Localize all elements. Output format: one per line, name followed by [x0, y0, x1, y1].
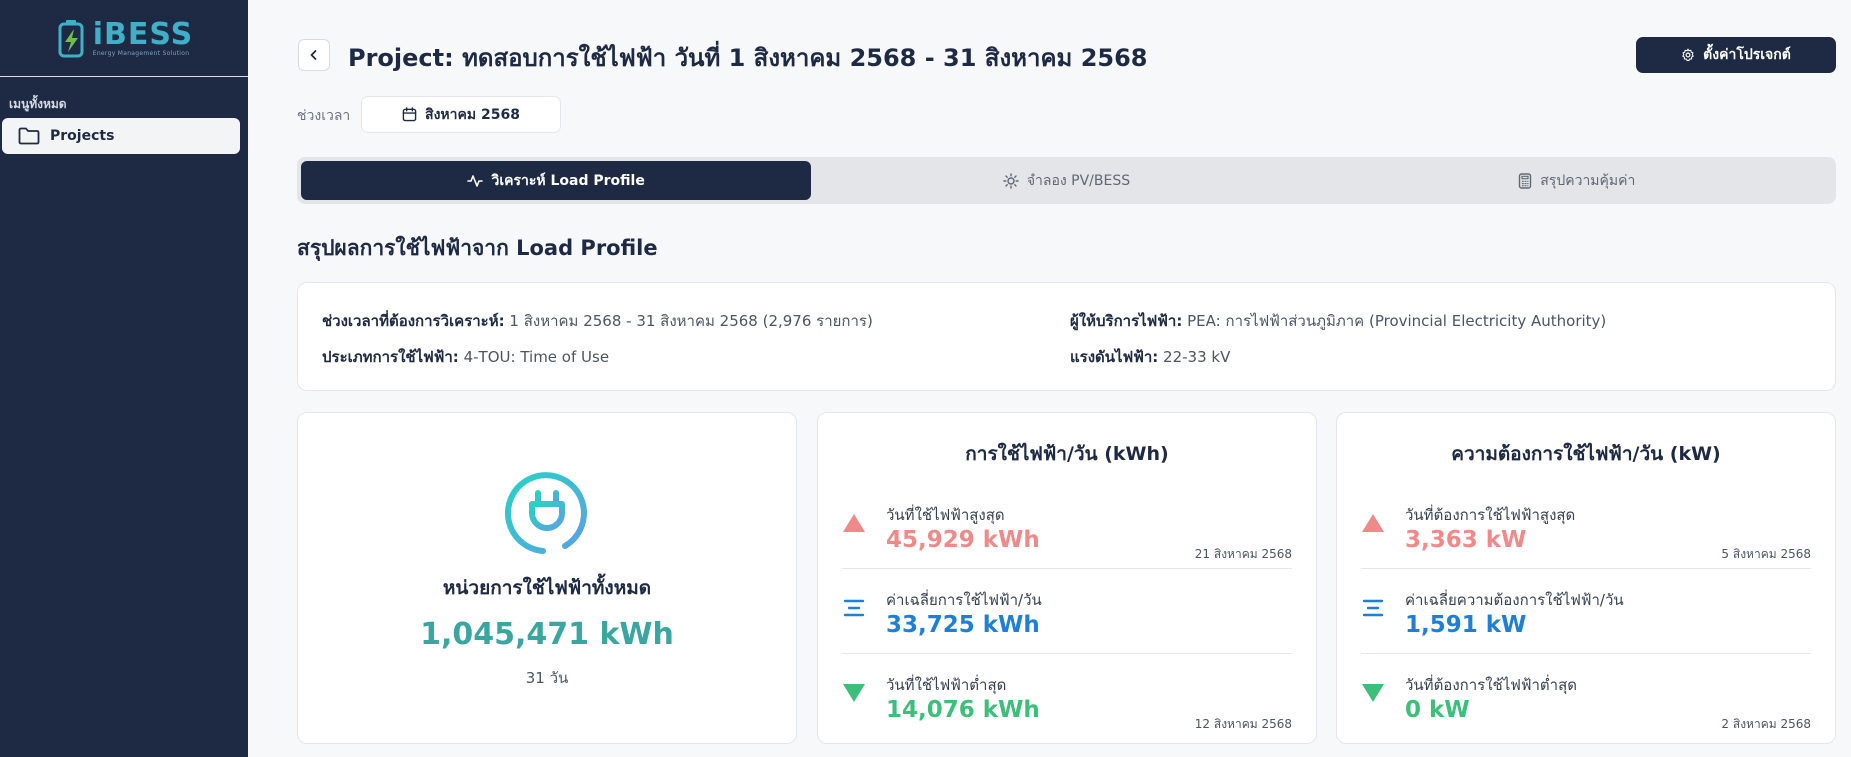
demand-avg-label: ค่าเฉลี่ยความต้องการใช้ไฟฟ้า/วัน [1405, 591, 1624, 609]
energy-min-label: วันที่ใช้ไฟฟ้าต่ำสุด [886, 676, 1007, 694]
logo-area: iBESS Energy Management Solution [0, 0, 248, 77]
energy-min-date: 12 สิงหาคม 2568 [1194, 717, 1292, 731]
tab-load-profile[interactable]: วิเคราะห์ Load Profile [301, 161, 812, 200]
demand-max-date: 5 สิงหาคม 2568 [1721, 547, 1811, 561]
tab-label: สรุปความคุ้มค่า [1540, 172, 1636, 189]
usage-type-key: ประเภทการใช้ไฟฟ้า: [322, 348, 459, 366]
energy-max-metric: วันที่ใช้ไฟฟ้าสูงสุด 45,929 kWh 21 สิงหา… [842, 485, 1292, 569]
daily-energy-card: การใช้ไฟฟ้า/วัน (kWh) วันที่ใช้ไฟฟ้าสูงส… [817, 412, 1317, 744]
align-center-icon [843, 599, 865, 617]
project-settings-label: ตั้งค่าโปรเจกต์ [1703, 47, 1791, 63]
demand-min-date: 2 สิงหาคม 2568 [1721, 717, 1811, 731]
total-energy-value: 1,045,471 kWh [420, 617, 674, 652]
activity-icon [467, 174, 484, 187]
analysis-period-value: 1 สิงหาคม 2568 - 31 สิงหาคม 2568 (2,976 … [509, 312, 873, 330]
energy-max-label: วันที่ใช้ไฟฟ้าสูงสุด [886, 506, 1005, 524]
daily-demand-title: ความต้องการใช้ไฟฟ้า/วัน (kW) [1451, 443, 1721, 465]
demand-avg-metric: ค่าเฉลี่ยความต้องการใช้ไฟฟ้า/วัน 1,591 k… [1361, 570, 1811, 654]
energy-avg-metric: ค่าเฉลี่ยการใช้ไฟฟ้า/วัน 33,725 kWh [842, 570, 1292, 654]
main-content: Project: ทดสอบการใช้ไฟฟ้า วันที่ 1 สิงหา… [248, 0, 1851, 757]
logo-text: iBESS [92, 16, 194, 52]
energy-min-value: 14,076 kWh [886, 697, 1040, 723]
logo-subtitle: Energy Management Solution [92, 49, 190, 57]
period-value: สิงหาคม 2568 [425, 106, 520, 123]
energy-max-value: 45,929 kWh [886, 527, 1040, 553]
energy-avg-label: ค่าเฉลี่ยการใช้ไฟฟ้า/วัน [886, 591, 1042, 609]
tab-label: จำลอง PV/BESS [1026, 172, 1131, 189]
battery-bolt-icon [58, 20, 84, 58]
provider-row: ผู้ให้บริการไฟฟ้า: PEA: การไฟฟ้าส่วนภูมิ… [1070, 309, 1606, 333]
energy-min-metric: วันที่ใช้ไฟฟ้าต่ำสุด 14,076 kWh 12 สิงหา… [842, 655, 1292, 739]
triangle-up-icon [843, 514, 865, 532]
align-center-icon [1362, 599, 1384, 617]
chevron-left-icon [310, 50, 317, 60]
sun-icon [1003, 172, 1019, 189]
tab-label: วิเคราะห์ Load Profile [491, 172, 645, 189]
demand-min-label: วันที่ต้องการใช้ไฟฟ้าต่ำสุด [1405, 676, 1577, 694]
triangle-up-icon [1362, 514, 1384, 532]
tab-bar: วิเคราะห์ Load Profile จำลอง PV/BESS สรุ… [297, 157, 1836, 204]
tab-value-summary[interactable]: สรุปความคุ้มค่า [1322, 161, 1832, 200]
calculator-icon [1519, 172, 1532, 189]
demand-avg-value: 1,591 kW [1405, 612, 1527, 638]
sidebar-item-label: Projects [50, 128, 115, 144]
plug-icon [505, 472, 587, 554]
analysis-info-card: ช่วงเวลาที่ต้องการวิเคราะห์: 1 สิงหาคม 2… [297, 282, 1836, 391]
triangle-down-icon [843, 684, 865, 702]
voltage-value: 22-33 kV [1163, 348, 1231, 366]
energy-max-date: 21 สิงหาคม 2568 [1194, 547, 1292, 561]
provider-key: ผู้ให้บริการไฟฟ้า: [1070, 312, 1183, 330]
analysis-period-key: ช่วงเวลาที่ต้องการวิเคราะห์: [322, 312, 505, 330]
triangle-down-icon [1362, 684, 1384, 702]
total-days: 31 วัน [525, 669, 569, 687]
demand-max-value: 3,363 kW [1405, 527, 1527, 553]
period-label: ช่วงเวลา [297, 108, 351, 124]
period-picker[interactable]: สิงหาคม 2568 [361, 96, 561, 133]
analysis-period-row: ช่วงเวลาที่ต้องการวิเคราะห์: 1 สิงหาคม 2… [322, 309, 873, 333]
provider-value: PEA: การไฟฟ้าส่วนภูมิภาค (Provincial Ele… [1187, 312, 1607, 330]
menu-heading: เมนูทั้งหมด [9, 97, 67, 111]
daily-demand-card: ความต้องการใช้ไฟฟ้า/วัน (kW) วันที่ต้องก… [1336, 412, 1836, 744]
project-settings-button[interactable]: ตั้งค่าโปรเจกต์ [1636, 37, 1836, 73]
demand-max-label: วันที่ต้องการใช้ไฟฟ้าสูงสุด [1405, 506, 1576, 524]
demand-max-metric: วันที่ต้องการใช้ไฟฟ้าสูงสุด 3,363 kW 5 ส… [1361, 485, 1811, 569]
usage-type-value: 4-TOU: Time of Use [463, 348, 610, 366]
voltage-key: แรงดันไฟฟ้า: [1070, 348, 1159, 366]
folder-icon [18, 127, 40, 145]
back-button[interactable] [298, 39, 330, 71]
tab-pv-bess[interactable]: จำลอง PV/BESS [811, 161, 1321, 200]
demand-min-value: 0 kW [1405, 697, 1470, 723]
section-title: สรุปผลการใช้ไฟฟ้าจาก Load Profile [297, 236, 658, 260]
gear-icon [1682, 48, 1694, 62]
calendar-icon [402, 107, 417, 122]
demand-min-metric: วันที่ต้องการใช้ไฟฟ้าต่ำสุด 0 kW 2 สิงหา… [1361, 655, 1811, 739]
energy-avg-value: 33,725 kWh [886, 612, 1040, 638]
daily-energy-title: การใช้ไฟฟ้า/วัน (kWh) [965, 443, 1169, 465]
total-energy-card: หน่วยการใช้ไฟฟ้าทั้งหมด 1,045,471 kWh 31… [297, 412, 797, 744]
logo[interactable]: iBESS Energy Management Solution [55, 18, 194, 58]
sidebar-item-projects[interactable]: Projects [2, 118, 240, 154]
usage-type-row: ประเภทการใช้ไฟฟ้า: 4-TOU: Time of Use [322, 345, 609, 369]
voltage-row: แรงดันไฟฟ้า: 22-33 kV [1070, 345, 1230, 369]
sidebar: iBESS Energy Management Solution เมนูทั้… [0, 0, 248, 757]
total-energy-label: หน่วยการใช้ไฟฟ้าทั้งหมด [442, 577, 652, 599]
page-title: Project: ทดสอบการใช้ไฟฟ้า วันที่ 1 สิงหา… [348, 44, 1148, 72]
